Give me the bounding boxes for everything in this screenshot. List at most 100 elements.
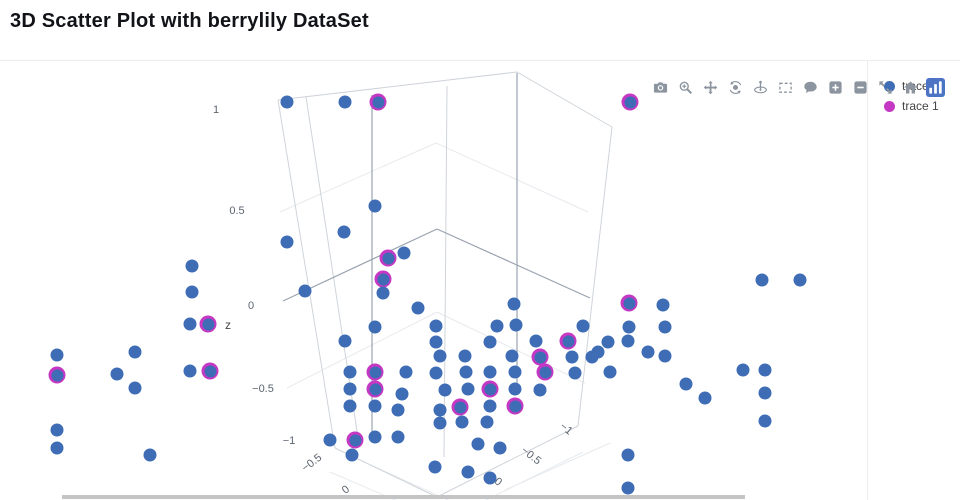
scatter-point[interactable] <box>658 320 672 334</box>
scatter-point[interactable] <box>508 382 522 396</box>
scatter-point-ringed[interactable] <box>506 397 524 415</box>
modebar-reset-camera-button[interactable] <box>898 76 923 98</box>
scatter-point[interactable] <box>343 365 357 379</box>
modebar-turntable-rotation-button[interactable] <box>748 76 773 98</box>
scatter-point[interactable] <box>338 95 352 109</box>
modebar-camera-button[interactable] <box>648 76 673 98</box>
scatter-point[interactable] <box>758 363 772 377</box>
modebar-zoom-button[interactable] <box>673 76 698 98</box>
scatter-point-ringed[interactable] <box>481 380 499 398</box>
scatter-point[interactable] <box>576 319 590 333</box>
scatter-point[interactable] <box>411 301 425 315</box>
scatter-point[interactable] <box>508 365 522 379</box>
scatter-point[interactable] <box>483 335 497 349</box>
scatter-point[interactable] <box>458 349 472 363</box>
scatter-point[interactable] <box>505 349 519 363</box>
scatter-point-ringed[interactable] <box>199 315 217 333</box>
scatter-point[interactable] <box>397 246 411 260</box>
scatter-point[interactable] <box>641 345 655 359</box>
scatter-point[interactable] <box>128 345 142 359</box>
scatter-point[interactable] <box>658 349 672 363</box>
scatter-point[interactable] <box>368 399 382 413</box>
scatter-point[interactable] <box>280 235 294 249</box>
scatter-point[interactable] <box>585 350 599 364</box>
scatter-point[interactable] <box>490 319 504 333</box>
scatter-point[interactable] <box>601 335 615 349</box>
scatter-point[interactable] <box>50 348 64 362</box>
scatter-point-ringed[interactable] <box>451 398 469 416</box>
scatter-point-ringed[interactable] <box>531 348 549 366</box>
scatter-point[interactable] <box>376 286 390 300</box>
scatter-point[interactable] <box>183 364 197 378</box>
scatter-point-ringed[interactable] <box>366 363 384 381</box>
scatter-point[interactable] <box>368 199 382 213</box>
scatter-point[interactable] <box>298 284 312 298</box>
scatter-point[interactable] <box>621 334 635 348</box>
scatter-point[interactable] <box>128 381 142 395</box>
scatter-point[interactable] <box>280 95 294 109</box>
scatter-point[interactable] <box>368 430 382 444</box>
scatter-point[interactable] <box>480 415 494 429</box>
scatter-point[interactable] <box>455 415 469 429</box>
scatter-point[interactable] <box>433 349 447 363</box>
scatter-point[interactable] <box>529 334 543 348</box>
scatter-point[interactable] <box>433 403 447 417</box>
scatter-point-ringed[interactable] <box>379 249 397 267</box>
scatter-point[interactable] <box>565 350 579 364</box>
scatter-point-ringed[interactable] <box>536 363 554 381</box>
modebar-plotly-logo-button[interactable] <box>923 76 948 98</box>
scatter-point[interactable] <box>185 285 199 299</box>
scatter-point[interactable] <box>345 448 359 462</box>
scatter-point[interactable] <box>698 391 712 405</box>
scatter-point[interactable] <box>568 366 582 380</box>
scatter-point[interactable] <box>493 441 507 455</box>
scatter-point[interactable] <box>183 317 197 331</box>
scatter-point-ringed[interactable] <box>48 366 66 384</box>
scatter-point[interactable] <box>793 273 807 287</box>
scatter-point[interactable] <box>507 297 521 311</box>
scatter-point[interactable] <box>438 383 452 397</box>
scatter-point-ringed[interactable] <box>374 270 392 288</box>
scatter-point[interactable] <box>391 430 405 444</box>
scatter-point[interactable] <box>429 335 443 349</box>
scatter-point[interactable] <box>483 365 497 379</box>
scatter-point-ringed[interactable] <box>559 332 577 350</box>
scatter-point[interactable] <box>429 366 443 380</box>
scene-3d[interactable]: 1 0.5 0 −0.5 −1 −0.5 0 −1 −0.5 0 z <box>0 60 960 500</box>
scatter-point[interactable] <box>391 403 405 417</box>
scatter-point[interactable] <box>343 382 357 396</box>
scatter-point[interactable] <box>368 320 382 334</box>
modebar-box-select-button[interactable] <box>773 76 798 98</box>
scatter-point[interactable] <box>433 416 447 430</box>
scatter-point-ringed[interactable] <box>369 93 387 111</box>
scatter-point[interactable] <box>603 365 617 379</box>
modebar-autoscale-button[interactable] <box>873 76 898 98</box>
scatter-point[interactable] <box>50 423 64 437</box>
scatter-point-ringed[interactable] <box>620 294 638 312</box>
legend-item-trace-1[interactable]: trace 1 <box>884 96 939 116</box>
scatter-point[interactable] <box>399 365 413 379</box>
scatter-point[interactable] <box>758 414 772 428</box>
scatter-point-ringed[interactable] <box>621 93 639 111</box>
modebar-orbit-rotation-button[interactable] <box>723 76 748 98</box>
scatter-point[interactable] <box>622 320 636 334</box>
modebar-zoom-out-button[interactable] <box>848 76 873 98</box>
scatter-point[interactable] <box>50 441 64 455</box>
scatter-point[interactable] <box>758 386 772 400</box>
scatter-point[interactable] <box>461 465 475 479</box>
scatter-point[interactable] <box>483 399 497 413</box>
scatter-point[interactable] <box>461 382 475 396</box>
scatter-point[interactable] <box>621 448 635 462</box>
scatter-point[interactable] <box>755 273 769 287</box>
scatter-point[interactable] <box>483 471 497 485</box>
scatter-point[interactable] <box>533 383 547 397</box>
scatter-point[interactable] <box>509 318 523 332</box>
scatter-point[interactable] <box>471 437 485 451</box>
scatter-point-ringed[interactable] <box>366 380 384 398</box>
scatter-point[interactable] <box>429 319 443 333</box>
scatter-point[interactable] <box>323 433 337 447</box>
scatter-point[interactable] <box>395 387 409 401</box>
modebar-toggle-hover-button[interactable] <box>798 76 823 98</box>
scatter-point-ringed[interactable] <box>201 362 219 380</box>
scatter-point[interactable] <box>343 399 357 413</box>
